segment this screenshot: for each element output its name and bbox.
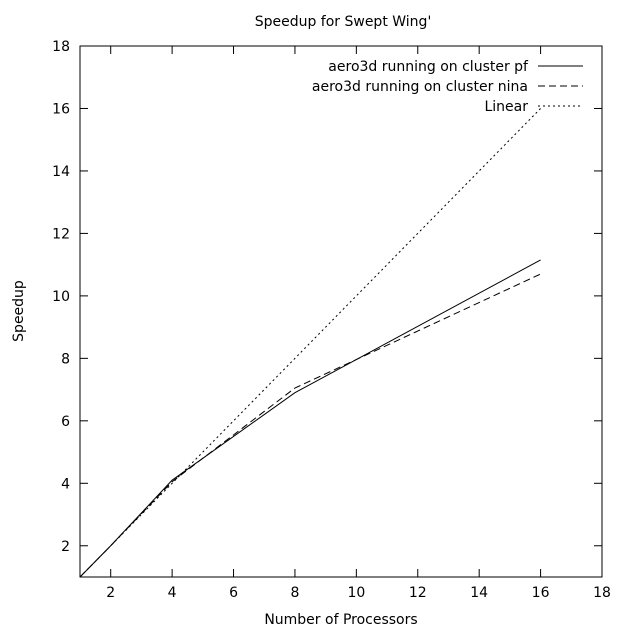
tick-layer: 2 4 6 8 10 12 14 16 18 2 4 6 8 10 12 14 16 18 xyxy=(52,39,611,601)
x-tick-label: 18 xyxy=(593,585,611,601)
x-tick-label: 6 xyxy=(229,585,238,601)
y-tick-label: 4 xyxy=(61,476,70,492)
y-axis-title: Speedup xyxy=(11,280,27,342)
x-tick-label: 16 xyxy=(532,585,550,601)
x-tick-label: 14 xyxy=(470,585,488,601)
series-line-2 xyxy=(79,273,541,578)
y-tick-label: 6 xyxy=(61,414,70,430)
x-tick-label: 8 xyxy=(290,585,299,601)
y-tick-label: 2 xyxy=(61,539,70,555)
plot-frame xyxy=(79,45,603,578)
x-axis-title: Number of Processors xyxy=(264,612,417,628)
series-layer xyxy=(79,108,541,578)
x-tick-label: 10 xyxy=(347,585,365,601)
x-tick-label: 12 xyxy=(409,585,427,601)
legend: aero3d running on cluster pf aero3d runni… xyxy=(312,59,583,115)
y-tick-label: 8 xyxy=(61,351,70,367)
y-tick-label: 10 xyxy=(52,289,70,305)
y-tick-label: 12 xyxy=(52,226,70,242)
legend-label-3: Linear xyxy=(484,99,528,115)
y-tick-label: 18 xyxy=(52,39,70,55)
series-line-3 xyxy=(79,108,541,578)
y-tick-label: 16 xyxy=(52,101,70,117)
chart-title: Speedup for Swept Wing' xyxy=(255,14,432,30)
x-tick-label: 2 xyxy=(106,585,115,601)
legend-label-1: aero3d running on cluster pf xyxy=(328,59,529,75)
series-line-1 xyxy=(79,259,541,578)
x-tick-label: 4 xyxy=(168,585,177,601)
legend-label-2: aero3d running on cluster nina xyxy=(312,79,528,95)
y-tick-label: 14 xyxy=(52,164,70,180)
